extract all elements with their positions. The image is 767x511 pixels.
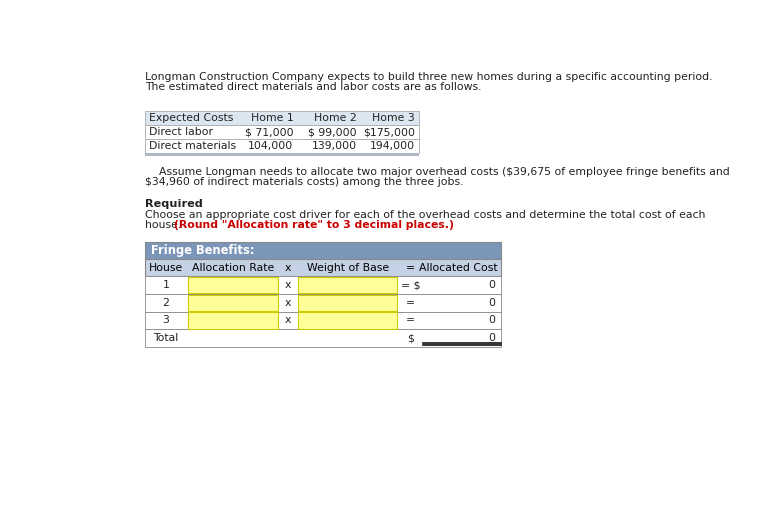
Text: x: x bbox=[285, 298, 291, 308]
Text: Choose an appropriate cost driver for each of the overhead costs and determine t: Choose an appropriate cost driver for ea… bbox=[145, 210, 705, 220]
Text: 0: 0 bbox=[488, 315, 495, 326]
Text: Home 3: Home 3 bbox=[373, 113, 415, 123]
Bar bbox=[145, 276, 501, 294]
Bar bbox=[145, 139, 419, 153]
Text: Allocation Rate: Allocation Rate bbox=[192, 263, 274, 273]
Bar bbox=[145, 294, 501, 312]
Text: 0: 0 bbox=[488, 298, 495, 308]
Text: = $: = $ bbox=[401, 280, 420, 290]
Bar bbox=[145, 125, 419, 139]
Text: $ 71,000: $ 71,000 bbox=[245, 127, 294, 137]
Bar bbox=[145, 242, 501, 259]
Text: 3: 3 bbox=[163, 315, 170, 326]
Bar bbox=[145, 259, 501, 276]
Text: Required: Required bbox=[145, 199, 202, 209]
Text: 104,000: 104,000 bbox=[249, 141, 294, 151]
Text: house.: house. bbox=[145, 220, 184, 230]
Text: $ 99,000: $ 99,000 bbox=[308, 127, 357, 137]
Text: 194,000: 194,000 bbox=[370, 141, 415, 151]
Text: House: House bbox=[149, 263, 183, 273]
Bar bbox=[188, 277, 278, 293]
Text: $: $ bbox=[407, 333, 414, 343]
Bar bbox=[145, 111, 419, 125]
Text: x: x bbox=[285, 263, 291, 273]
Text: Home 2: Home 2 bbox=[314, 113, 357, 123]
Text: Expected Costs: Expected Costs bbox=[149, 113, 233, 123]
Text: The estimated direct materials and labor costs are as follows.: The estimated direct materials and labor… bbox=[145, 82, 481, 92]
Text: =: = bbox=[406, 263, 415, 273]
Text: x: x bbox=[285, 315, 291, 326]
Bar bbox=[298, 295, 397, 311]
Text: 0: 0 bbox=[488, 280, 495, 290]
Text: 139,000: 139,000 bbox=[312, 141, 357, 151]
Bar bbox=[145, 312, 501, 329]
Text: Weight of Base: Weight of Base bbox=[307, 263, 389, 273]
Text: Assume Longman needs to allocate two major overhead costs ($39,675 of employee f: Assume Longman needs to allocate two maj… bbox=[145, 167, 729, 177]
Text: Fringe Benefits:: Fringe Benefits: bbox=[151, 244, 255, 257]
Bar bbox=[145, 153, 419, 156]
Text: =: = bbox=[406, 298, 415, 308]
Bar bbox=[145, 329, 501, 347]
Text: Longman Construction Company expects to build three new homes during a specific : Longman Construction Company expects to … bbox=[145, 72, 713, 82]
Text: Direct labor: Direct labor bbox=[149, 127, 212, 137]
Text: 0: 0 bbox=[488, 333, 495, 343]
Text: =: = bbox=[406, 315, 415, 326]
Text: (Round "Allocation rate" to 3 decimal places.): (Round "Allocation rate" to 3 decimal pl… bbox=[174, 220, 454, 230]
Text: $34,960 of indirect materials costs) among the three jobs.: $34,960 of indirect materials costs) amo… bbox=[145, 177, 463, 187]
Text: Direct materials: Direct materials bbox=[149, 141, 235, 151]
Text: 1: 1 bbox=[163, 280, 170, 290]
Bar bbox=[188, 295, 278, 311]
Bar bbox=[188, 312, 278, 329]
Bar bbox=[298, 312, 397, 329]
Text: Home 1: Home 1 bbox=[251, 113, 294, 123]
Text: $175,000: $175,000 bbox=[364, 127, 415, 137]
Text: Total: Total bbox=[153, 333, 179, 343]
Text: Allocated Cost: Allocated Cost bbox=[419, 263, 497, 273]
Text: 2: 2 bbox=[163, 298, 170, 308]
Text: x: x bbox=[285, 280, 291, 290]
Bar bbox=[298, 277, 397, 293]
